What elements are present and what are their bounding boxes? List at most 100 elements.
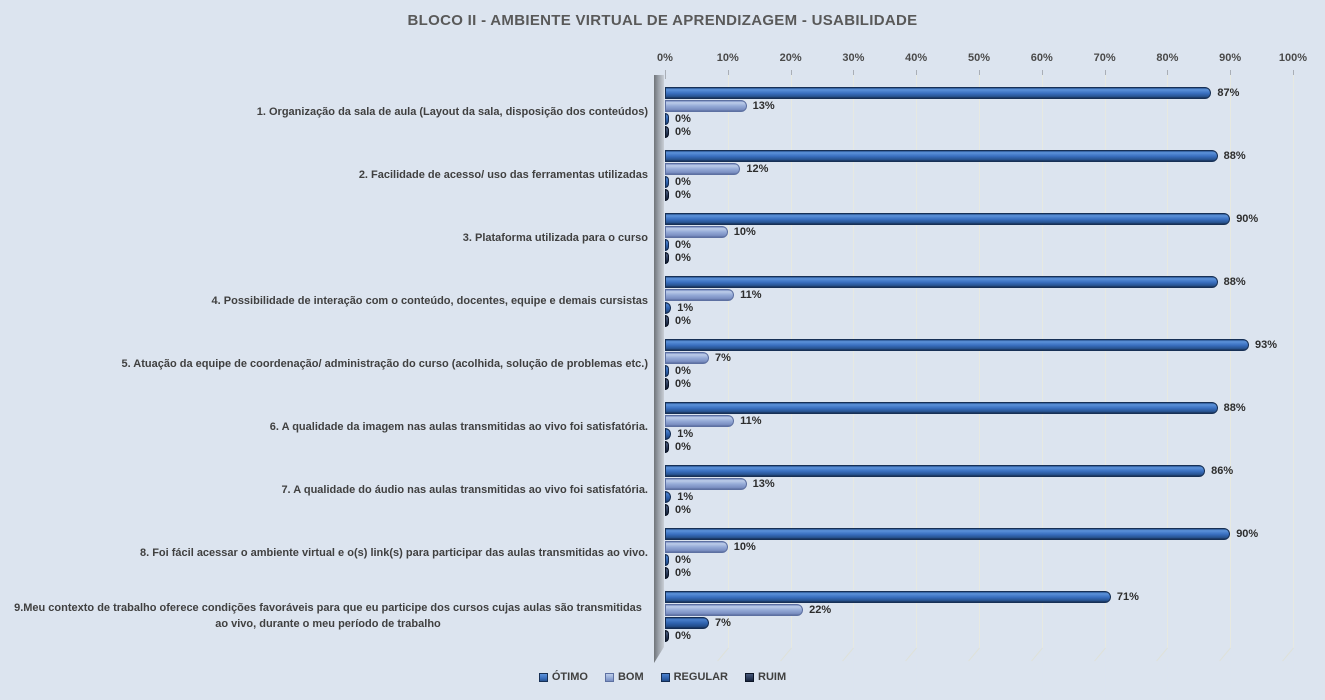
bar-bom <box>665 100 747 112</box>
bar-regular <box>665 176 669 188</box>
bar-ruim <box>665 189 669 201</box>
gridline <box>1167 75 1169 648</box>
bar-bom <box>665 478 747 490</box>
category-label: 8. Foi fácil acessar o ambiente virtual … <box>139 547 648 560</box>
data-label: 86% <box>1211 465 1234 477</box>
bar-ruim <box>665 126 669 138</box>
data-label: 0% <box>675 504 691 516</box>
category-label: 1. Organização da sala de aula (Layout d… <box>256 106 648 119</box>
legend: ÓTIMO BOM REGULAR RUIM <box>0 671 1325 683</box>
bar-regular <box>665 365 669 377</box>
x-axis-tick-label: 60% <box>1030 52 1053 64</box>
bar-bom <box>665 352 709 364</box>
bar-bom <box>665 163 741 175</box>
bar-bom <box>665 226 728 238</box>
x-axis-tick-label: 0% <box>657 52 673 64</box>
bar-otimo <box>665 465 1206 477</box>
gridline <box>916 75 918 648</box>
legend-item-ruim: RUIM <box>745 671 786 683</box>
data-label: 0% <box>675 113 691 125</box>
data-label: 88% <box>1223 402 1246 414</box>
gridline <box>727 75 729 648</box>
gridline <box>979 75 980 648</box>
data-label: 93% <box>1255 339 1278 351</box>
category-label: 5. Atuação da equipe de coordenação/ adm… <box>121 358 648 371</box>
legend-label: RUIM <box>758 671 787 683</box>
data-label: 11% <box>740 415 762 427</box>
data-label: 13% <box>752 100 775 112</box>
data-label: 0% <box>675 378 691 390</box>
data-label: 0% <box>675 176 691 188</box>
data-label: 90% <box>1236 213 1259 225</box>
data-label: 0% <box>675 365 691 377</box>
gridline <box>790 75 792 648</box>
data-label: 0% <box>675 252 691 264</box>
x-axis-tick-label: 30% <box>842 52 865 64</box>
data-label: 10% <box>733 226 756 238</box>
data-label: 0% <box>675 189 691 201</box>
legend-label: ÓTIMO <box>551 671 588 683</box>
plot-area: 87% 13% 0% 0% 88% 12% 0% 0% 90% 10% 0% 0% 88% 11% 1% 0%… <box>665 75 1294 648</box>
gridline <box>1104 75 1106 648</box>
bar-otimo <box>665 339 1250 351</box>
category-label: 6. A qualidade da imagem nas aulas trans… <box>269 421 648 434</box>
legend-marker <box>538 672 548 682</box>
bar-bom <box>665 415 735 427</box>
bar-otimo <box>665 150 1218 162</box>
category-label: 9.Meu contexto de trabalho oferece condi… <box>14 602 642 630</box>
bar-ruim <box>665 252 669 264</box>
data-label: 13% <box>752 478 775 490</box>
data-label: 88% <box>1223 150 1246 162</box>
x-axis-tick-label: 70% <box>1093 52 1116 64</box>
bar-regular <box>665 428 672 440</box>
data-label: 7% <box>714 352 731 364</box>
legend-label: BOM <box>617 671 644 683</box>
category-label: 7. A qualidade do áudio nas aulas transm… <box>281 484 648 497</box>
data-label: 0% <box>675 441 691 453</box>
data-label: 88% <box>1223 276 1246 288</box>
gridline <box>1293 75 1294 648</box>
x-axis-tick-label: 100% <box>1278 52 1308 64</box>
bar-otimo <box>665 213 1231 225</box>
category-label: 2. Facilidade de acesso/ uso das ferrame… <box>358 169 648 182</box>
data-label: 22% <box>809 604 832 616</box>
category-label: 3. Plataforma utilizada para o curso <box>462 232 648 245</box>
data-label: 11% <box>740 289 762 301</box>
x-axis-tick-label: 90% <box>1219 52 1242 64</box>
bar-regular <box>665 239 669 251</box>
data-label: 0% <box>675 567 691 579</box>
data-label: 0% <box>675 630 691 642</box>
bar-otimo <box>665 591 1111 603</box>
data-label: 87% <box>1217 87 1240 99</box>
data-label: 0% <box>675 554 691 566</box>
x-axis-tick-label: 50% <box>967 52 991 64</box>
data-label: 1% <box>677 491 694 503</box>
legend-marker <box>745 672 754 682</box>
bar-regular <box>665 554 669 566</box>
bar-otimo <box>665 402 1218 414</box>
category-labels: 1. Organização da sala de aula (Layout d… <box>8 75 648 648</box>
category-label: 4. Possibilidade de interação com o cont… <box>211 295 648 308</box>
bar-bom <box>665 289 735 301</box>
bar-ruim <box>665 315 669 327</box>
bar-ruim <box>665 567 669 579</box>
legend-label: REGULAR <box>673 671 728 683</box>
bar-bom <box>665 604 804 616</box>
chart-wall-3d <box>654 75 664 663</box>
bar-regular <box>665 491 672 503</box>
data-label: 12% <box>746 163 769 175</box>
x-axis-tick-label: 10% <box>716 52 739 64</box>
bar-otimo <box>665 276 1218 288</box>
bar-otimo <box>665 528 1231 540</box>
bar-bom <box>665 541 728 553</box>
axis-tick <box>665 70 666 79</box>
bar-otimo <box>665 87 1212 99</box>
x-axis-tick-label: 80% <box>1156 52 1179 64</box>
bar-ruim <box>665 378 669 390</box>
x-axis-tick-label: 40% <box>905 52 928 64</box>
bar-regular <box>665 113 669 125</box>
data-label: 0% <box>675 126 691 138</box>
legend-marker <box>660 672 670 682</box>
bar-regular <box>665 302 672 314</box>
data-label: 1% <box>677 302 694 314</box>
